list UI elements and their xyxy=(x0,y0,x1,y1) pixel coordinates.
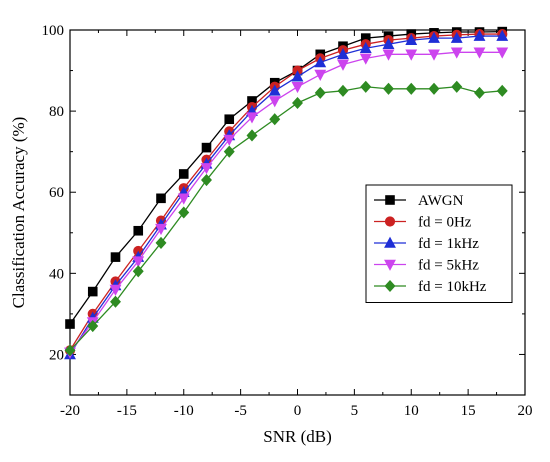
data-point xyxy=(474,86,485,99)
y-tick-label: 40 xyxy=(49,266,64,282)
data-point xyxy=(246,129,258,142)
y-tick-label: 60 xyxy=(49,185,64,201)
legend-item: fd = 10kHz xyxy=(374,279,487,295)
data-point xyxy=(382,37,395,49)
series-4 xyxy=(64,80,508,357)
legend-label: AWGN xyxy=(418,193,464,209)
x-tick-label: 10 xyxy=(404,403,419,419)
data-point xyxy=(428,82,440,95)
data-point xyxy=(201,174,212,187)
data-point xyxy=(473,47,486,59)
data-point xyxy=(87,286,98,297)
data-point xyxy=(65,319,75,329)
data-point xyxy=(496,29,509,41)
x-tick-label: -15 xyxy=(117,403,137,419)
series-line xyxy=(69,51,503,353)
data-point xyxy=(337,47,349,60)
data-point xyxy=(177,193,190,205)
data-point xyxy=(178,206,190,219)
legend-label: fd = 0Hz xyxy=(418,215,472,231)
data-point xyxy=(200,163,213,175)
legend-marker xyxy=(385,195,395,205)
legend-marker xyxy=(384,279,396,293)
data-point xyxy=(178,169,189,179)
data-point xyxy=(87,320,99,333)
data-point xyxy=(269,113,281,126)
data-point xyxy=(405,33,418,45)
data-point xyxy=(314,56,327,68)
legend-label: fd = 5kHz xyxy=(418,258,479,274)
data-point xyxy=(382,49,395,61)
series-line xyxy=(69,35,503,355)
y-axis-title: Classification Accuracy (%) xyxy=(9,117,28,309)
data-point xyxy=(223,134,236,146)
legend-label: fd = 10kHz xyxy=(418,279,487,295)
data-point xyxy=(292,96,303,110)
x-tick-label: -5 xyxy=(234,403,247,419)
legend-item: fd = 0Hz xyxy=(374,215,472,231)
legend-item: AWGN xyxy=(374,193,464,209)
legend-item: fd = 1kHz xyxy=(374,236,479,252)
data-point xyxy=(109,284,122,296)
legend-label: fd = 1kHz xyxy=(418,236,479,252)
series-3 xyxy=(64,47,509,359)
legend-item: fd = 5kHz xyxy=(374,258,479,274)
data-point xyxy=(133,225,144,236)
data-point xyxy=(428,49,440,61)
data-point xyxy=(473,29,486,41)
data-point xyxy=(64,344,76,357)
data-point xyxy=(223,145,235,158)
x-tick-label: 20 xyxy=(518,403,533,419)
data-point xyxy=(268,84,281,96)
data-point xyxy=(359,41,372,54)
data-point xyxy=(405,49,418,61)
y-tick-label: 20 xyxy=(49,347,64,363)
data-point xyxy=(428,31,440,43)
data-point xyxy=(224,114,235,125)
data-point xyxy=(360,80,372,93)
data-point xyxy=(405,82,417,95)
data-point xyxy=(450,47,463,59)
data-point xyxy=(110,295,121,308)
data-point xyxy=(314,69,327,81)
y-tick-label: 100 xyxy=(42,23,65,39)
data-point xyxy=(383,82,394,95)
data-point xyxy=(314,86,326,99)
data-point xyxy=(155,223,167,236)
data-point xyxy=(201,142,212,153)
legend: AWGN fd = 0Hz fd = 1kHz fd = 5kHz fd = 10kHz xyxy=(365,184,513,303)
x-tick-label: 0 xyxy=(294,403,302,419)
data-point xyxy=(450,31,463,43)
x-tick-label: 15 xyxy=(461,403,476,419)
data-point xyxy=(359,53,372,65)
legend-marker xyxy=(384,236,396,248)
data-point xyxy=(110,252,121,262)
data-point xyxy=(291,70,304,82)
data-point xyxy=(451,80,463,93)
data-point xyxy=(268,96,281,108)
data-point xyxy=(291,81,304,94)
y-tick-label: 80 xyxy=(49,104,64,120)
data-point xyxy=(246,112,258,124)
series-lines xyxy=(64,26,509,360)
data-point xyxy=(337,59,349,71)
data-point xyxy=(496,47,509,59)
legend-marker xyxy=(384,216,396,227)
data-point xyxy=(337,84,349,97)
tick-labels: -20 -15 -10 -5 0 5 10 15 20 20 40 60 80 100 xyxy=(42,23,533,419)
data-point xyxy=(132,265,144,278)
x-axis-title: SNR (dB) xyxy=(263,427,331,446)
data-point xyxy=(132,256,145,268)
x-tick-label: -20 xyxy=(60,403,80,419)
axes xyxy=(69,29,526,396)
data-point xyxy=(156,193,166,204)
data-point xyxy=(155,236,167,249)
legend-marker xyxy=(384,259,396,271)
data-point xyxy=(496,84,508,97)
x-tick-label: 5 xyxy=(351,403,359,419)
x-tick-label: -10 xyxy=(174,403,194,419)
